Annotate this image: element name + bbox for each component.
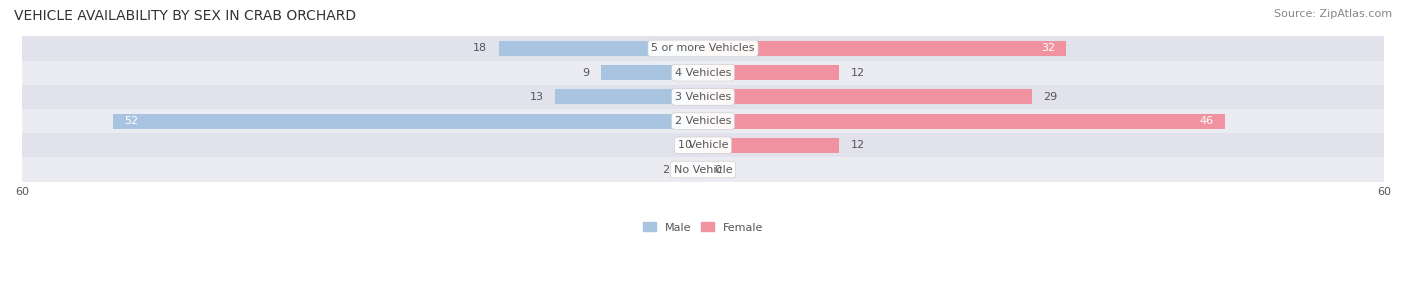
- Text: 0: 0: [714, 165, 721, 174]
- Text: VEHICLE AVAILABILITY BY SEX IN CRAB ORCHARD: VEHICLE AVAILABILITY BY SEX IN CRAB ORCH…: [14, 9, 356, 23]
- Text: No Vehicle: No Vehicle: [673, 165, 733, 174]
- Text: Source: ZipAtlas.com: Source: ZipAtlas.com: [1274, 9, 1392, 19]
- Bar: [22, 133, 1384, 157]
- Bar: [703, 89, 1032, 104]
- Bar: [22, 109, 1384, 133]
- Text: 3 Vehicles: 3 Vehicles: [675, 92, 731, 102]
- Text: 1 Vehicle: 1 Vehicle: [678, 140, 728, 150]
- Text: 13: 13: [530, 92, 544, 102]
- Text: 12: 12: [851, 68, 865, 78]
- Bar: [703, 113, 1225, 129]
- Text: 2: 2: [662, 165, 669, 174]
- Text: 52: 52: [124, 116, 138, 126]
- Bar: [555, 89, 703, 104]
- Text: 0: 0: [685, 140, 692, 150]
- Text: 32: 32: [1040, 43, 1054, 53]
- Legend: Male, Female: Male, Female: [638, 218, 768, 237]
- Text: 29: 29: [1043, 92, 1057, 102]
- Bar: [22, 85, 1384, 109]
- Text: 4 Vehicles: 4 Vehicles: [675, 68, 731, 78]
- Bar: [703, 65, 839, 80]
- Bar: [22, 61, 1384, 85]
- Bar: [499, 41, 703, 56]
- Bar: [22, 36, 1384, 61]
- Text: 2 Vehicles: 2 Vehicles: [675, 116, 731, 126]
- Bar: [703, 41, 1066, 56]
- Text: 5 or more Vehicles: 5 or more Vehicles: [651, 43, 755, 53]
- Bar: [112, 113, 703, 129]
- Bar: [600, 65, 703, 80]
- Text: 46: 46: [1199, 116, 1213, 126]
- Bar: [22, 157, 1384, 182]
- Bar: [703, 138, 839, 153]
- Bar: [681, 162, 703, 177]
- Text: 9: 9: [582, 68, 589, 78]
- Text: 12: 12: [851, 140, 865, 150]
- Text: 18: 18: [474, 43, 488, 53]
